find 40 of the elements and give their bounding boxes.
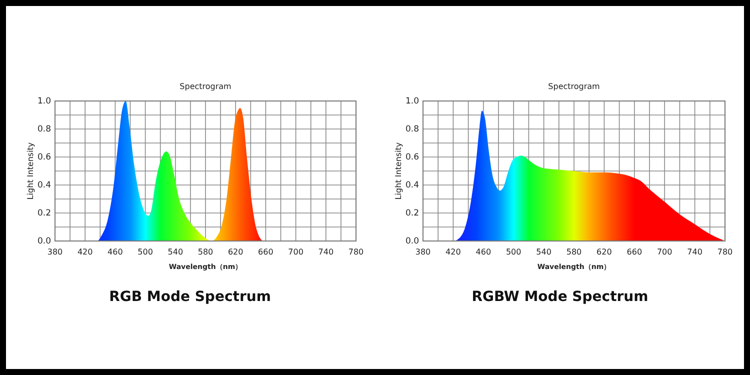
y-tick-label: 0.2: [405, 208, 419, 219]
x-tick-label: 620: [596, 248, 612, 257]
y-tick-label: 0.0: [405, 236, 419, 247]
text: RGB Mode Spectrum: [109, 289, 271, 305]
x-tick-label: 460: [108, 248, 123, 257]
x-tick-label: 780: [717, 248, 733, 257]
x-tick-label: 660: [258, 248, 274, 257]
y-tick-label: 0.8: [37, 124, 51, 135]
x-tick-label: 580: [198, 248, 214, 257]
x-tick-label: 420: [446, 248, 461, 257]
x-tick-label: 500: [506, 248, 522, 257]
y-tick-label: 0.6: [37, 152, 51, 163]
x-tick-label: 700: [656, 248, 672, 257]
y-tick-label: 0.2: [37, 208, 51, 219]
y-tick-label: 0.4: [37, 180, 51, 191]
x-tick-label: 540: [168, 248, 184, 257]
x-tick-label: 580: [566, 248, 582, 257]
y-axis-title: Light Intensity: [26, 142, 35, 200]
y-axis-title: Light Intensity: [394, 142, 403, 200]
x-tick-label: 660: [626, 248, 642, 257]
y-tick-label: 0.4: [405, 180, 419, 191]
x-tick-label: 420: [77, 248, 93, 257]
x-tick-label: 540: [536, 248, 552, 257]
x-tick-label: 780: [348, 248, 364, 257]
chart-title: Spectrogram: [548, 82, 600, 91]
y-tick-label: 1.0: [405, 96, 419, 107]
x-tick-label: 460: [476, 248, 492, 257]
text: RGBW Mode Spectrum: [472, 289, 648, 305]
chart-title: Spectrogram: [180, 82, 232, 91]
x-tick-label: 380: [47, 248, 63, 257]
y-tick-label: 0.0: [37, 236, 51, 247]
x-tick-label: 740: [318, 248, 334, 257]
y-tick-label: 0.6: [405, 152, 419, 163]
x-tick-label: 500: [138, 248, 153, 257]
x-tick-label: 620: [228, 248, 244, 257]
y-tick-label: 0.8: [405, 124, 419, 135]
x-tick-label: 700: [288, 248, 304, 257]
x-tick-label: 740: [687, 248, 702, 257]
x-tick-label: 380: [415, 248, 431, 257]
y-tick-label: 1.0: [37, 96, 51, 107]
